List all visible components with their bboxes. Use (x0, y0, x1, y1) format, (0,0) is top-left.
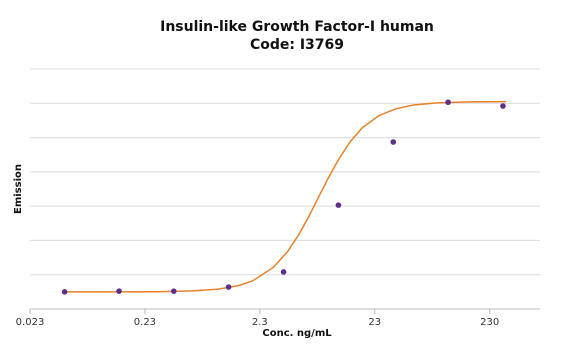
data-point (390, 139, 397, 145)
x-tick-label: 2.3 (252, 317, 268, 328)
x-tick-label: 0.023 (16, 317, 45, 328)
chart-subtitle: Code: I3769 (250, 37, 344, 53)
data-point (335, 202, 342, 208)
y-axis-label: Emission (13, 164, 24, 214)
x-tick-label: 230 (480, 317, 499, 328)
data-point (116, 288, 122, 294)
fit-curve (64, 100, 507, 293)
data-point (170, 288, 177, 294)
data-point (500, 103, 506, 109)
data-point (445, 99, 451, 106)
x-axis-label: Conc. ng/mL (262, 328, 332, 339)
data-point (61, 289, 68, 295)
data-point (225, 284, 232, 290)
x-tick-label: 0.23 (134, 317, 156, 328)
data-point (280, 269, 287, 275)
x-tick-label: 23 (368, 317, 381, 328)
chart-title: Insulin-like Growth Factor-I human (160, 19, 434, 35)
